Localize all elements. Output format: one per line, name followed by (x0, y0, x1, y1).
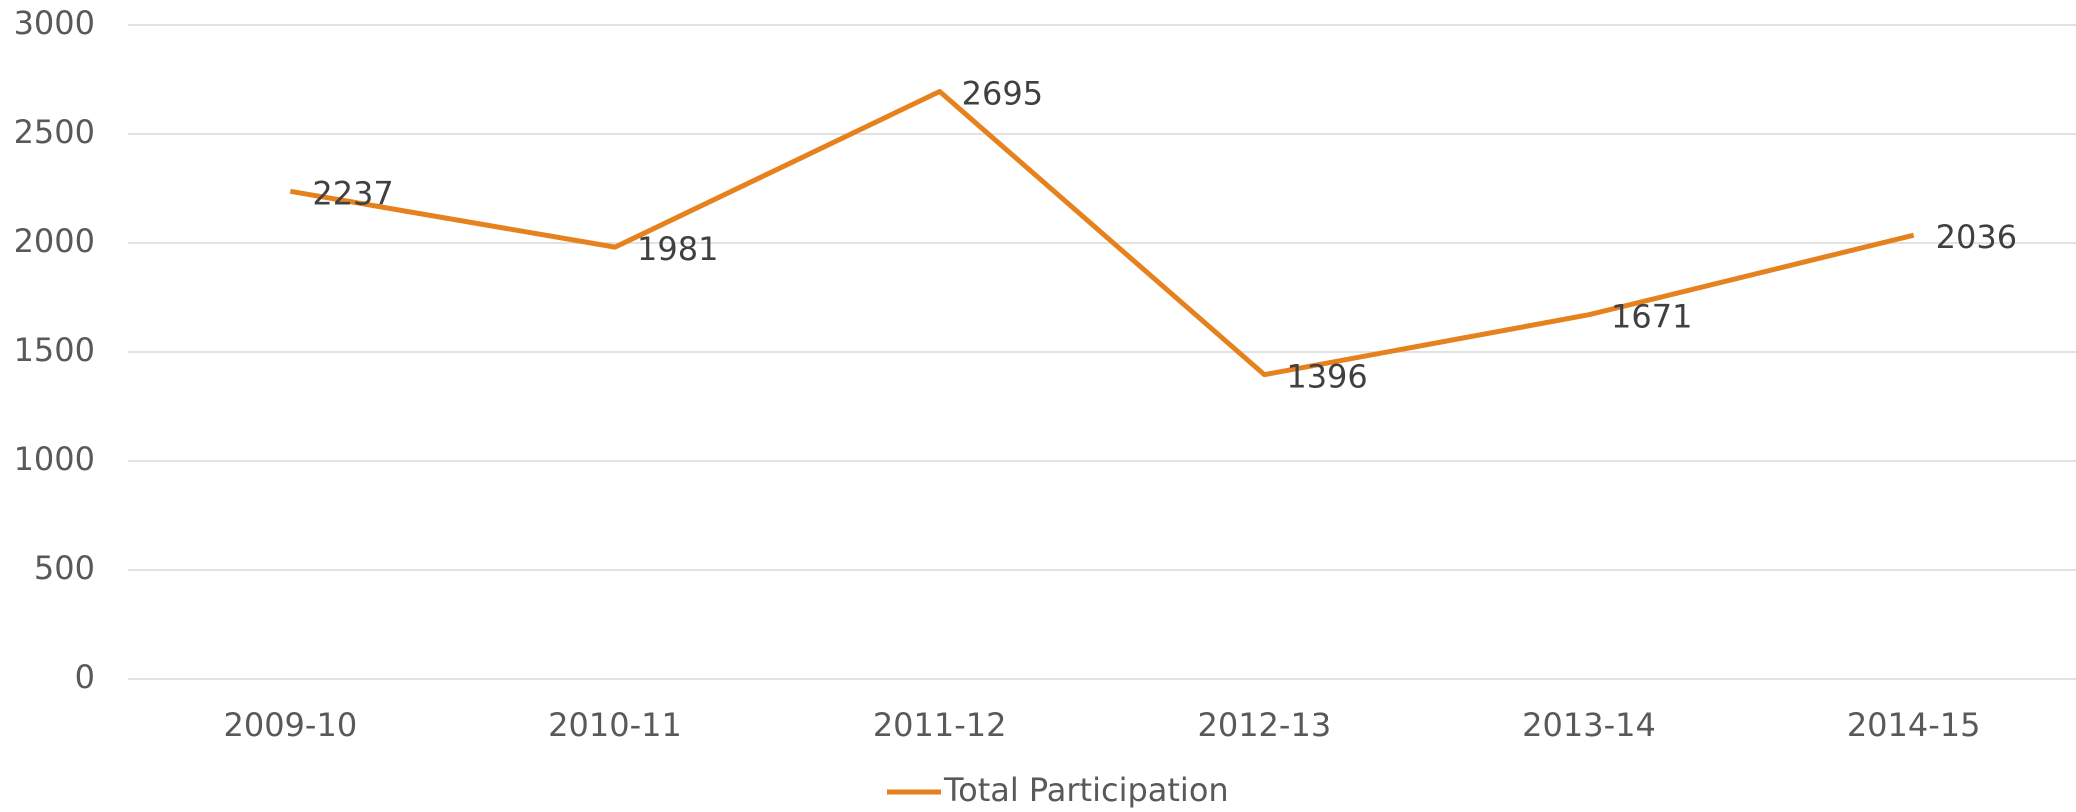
data-label: 1396 (1286, 358, 1367, 396)
y-tick-label: 2000 (14, 222, 95, 260)
y-tick-label: 500 (34, 549, 95, 587)
y-tick-label: 2500 (14, 113, 95, 151)
x-tick-label: 2013-14 (1522, 706, 1656, 744)
data-label: 2036 (1936, 218, 2017, 256)
x-tick-label: 2009-10 (223, 706, 357, 744)
chart: 0 500 1000 1500 2000 2500 3000 2009-10 2010-11 20… (0, 0, 2076, 812)
x-tick-label: 2011-12 (873, 706, 1007, 744)
x-tick-label: 2010-11 (548, 706, 682, 744)
data-label: 1671 (1611, 298, 1692, 336)
legend-label: Total Participation (943, 771, 1229, 809)
data-label: 2237 (312, 174, 393, 212)
y-tick-label: 1500 (14, 331, 95, 369)
x-tick-label: 2014-15 (1847, 706, 1981, 744)
y-tick-label: 3000 (14, 4, 95, 42)
data-label: 2695 (962, 74, 1043, 112)
page: {"chart_data": {"type": "line", "categor… (0, 0, 2076, 812)
y-tick-label: 1000 (14, 440, 95, 478)
data-label: 1981 (637, 230, 718, 268)
y-tick-label: 0 (75, 658, 95, 696)
x-tick-label: 2012-13 (1197, 706, 1331, 744)
